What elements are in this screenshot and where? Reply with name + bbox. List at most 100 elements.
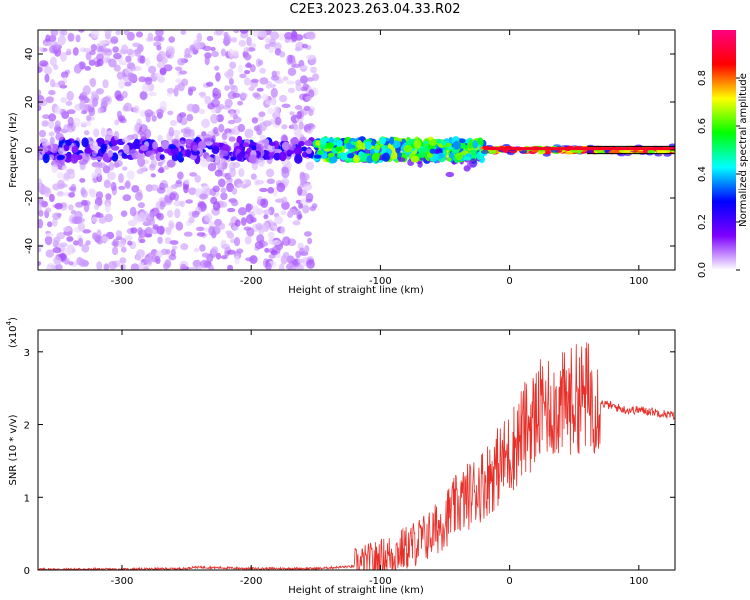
heatmap-cell (173, 200, 182, 207)
y-tick-label: 0 (24, 147, 35, 153)
heatmap-cell (118, 239, 126, 248)
heatmap-cell (220, 255, 228, 260)
heatmap-cell (248, 154, 257, 164)
heatmap-cell (369, 148, 375, 155)
heatmap-cell (304, 95, 312, 101)
heatmap-cell (137, 212, 147, 223)
heatmap-cell (258, 59, 264, 66)
heatmap-cell (219, 223, 226, 230)
heatmap-cell (46, 232, 54, 237)
heatmap-cell (312, 73, 319, 82)
heatmap-cell (151, 115, 157, 122)
heatmap-cell (168, 220, 174, 229)
heatmap-cell (135, 154, 144, 158)
heatmap-cell (304, 245, 310, 253)
heatmap-cell (222, 39, 231, 45)
heatmap-cell (118, 79, 125, 89)
heatmap-cell (44, 41, 53, 47)
heatmap-cell (38, 89, 42, 96)
heatmap-cell (129, 65, 136, 72)
heatmap-cell (317, 149, 324, 155)
heatmap-cell (71, 145, 79, 154)
y-axis-label: Frequency (Hz) (8, 112, 19, 188)
heatmap-cell (305, 54, 315, 60)
heatmap-cell (48, 90, 56, 95)
heatmap-cell (150, 184, 159, 191)
heatmap-cell (213, 31, 221, 36)
heatmap-cell (265, 99, 275, 106)
heatmap-cell (79, 100, 86, 111)
x-tick-label: 0 (506, 576, 512, 587)
heatmap-cell (219, 149, 225, 156)
heatmap-cell (113, 52, 122, 60)
heatmap-cell (131, 133, 139, 140)
heatmap-cell (259, 121, 267, 132)
heatmap-cell (44, 235, 53, 246)
heatmap-cell (78, 159, 88, 165)
heatmap-cell (136, 31, 143, 38)
heatmap-cell (84, 147, 91, 154)
heatmap-cell (67, 32, 75, 42)
heatmap-cell (174, 208, 181, 219)
y-axis-label-bottom: SNR (10 * v/v) (8, 414, 19, 485)
heatmap-cell (267, 231, 275, 238)
heatmap-cell (428, 139, 437, 146)
heatmap-cell (211, 246, 219, 255)
heatmap-cell (135, 254, 143, 261)
heatmap-cell (49, 45, 58, 54)
heatmap-cell (229, 61, 237, 69)
heatmap-cell (180, 243, 189, 251)
colorbar-tick-label: 0.6 (697, 118, 708, 134)
heatmap-cell (44, 73, 50, 83)
heatmap-cell (155, 30, 164, 37)
heatmap-cell (336, 139, 343, 147)
heatmap-cell (269, 83, 276, 88)
heatmap-cell (258, 30, 267, 38)
heatmap-cell (103, 179, 111, 189)
heatmap-cell (472, 140, 479, 149)
heatmap-cell (320, 137, 327, 146)
heatmap-cell (281, 141, 290, 151)
heatmap-cell (156, 61, 166, 69)
heatmap-cell (139, 145, 149, 152)
heatmap-cell (66, 90, 74, 101)
heatmap-cell (71, 216, 80, 224)
heatmap-cell (304, 140, 313, 147)
heatmap-cell (246, 36, 252, 46)
heatmap-cell (39, 60, 48, 67)
heatmap-cell (410, 155, 419, 163)
heatmap-cell (215, 72, 221, 82)
heatmap-cell (280, 210, 287, 216)
heatmap-cell (57, 35, 66, 46)
heatmap-cell (53, 256, 62, 266)
heatmap-cell (118, 60, 128, 66)
heatmap-cell (99, 162, 107, 169)
heatmap-cell (266, 168, 275, 178)
heatmap-cell (268, 150, 274, 158)
heatmap-cell (310, 66, 318, 74)
heatmap-cell (126, 170, 135, 180)
y-tick-label: -40 (24, 238, 35, 254)
heatmap-cell (264, 247, 270, 253)
heatmap-cell (38, 66, 43, 74)
heatmap-cell (139, 238, 146, 243)
heatmap-cell (269, 141, 276, 146)
heatmap-cell (299, 65, 308, 70)
x-tick-label: -200 (240, 576, 263, 587)
heatmap-cell (170, 248, 176, 257)
heatmap-cell (141, 83, 151, 93)
heatmap-cell (340, 154, 347, 161)
heatmap-cell (202, 45, 212, 52)
heatmap-cell (120, 210, 128, 217)
heatmap-cell (89, 189, 98, 198)
heatmap-cell (102, 48, 112, 53)
heatmap-cell (308, 89, 315, 98)
x-tick-label: -100 (369, 276, 392, 287)
heatmap-cell (178, 70, 188, 75)
heatmap-cell (73, 240, 80, 246)
heatmap-cell (243, 226, 252, 231)
heatmap-cell (45, 207, 52, 213)
heatmap-cell (302, 83, 309, 90)
heatmap-cell (294, 105, 303, 110)
heatmap-cell (179, 200, 185, 208)
